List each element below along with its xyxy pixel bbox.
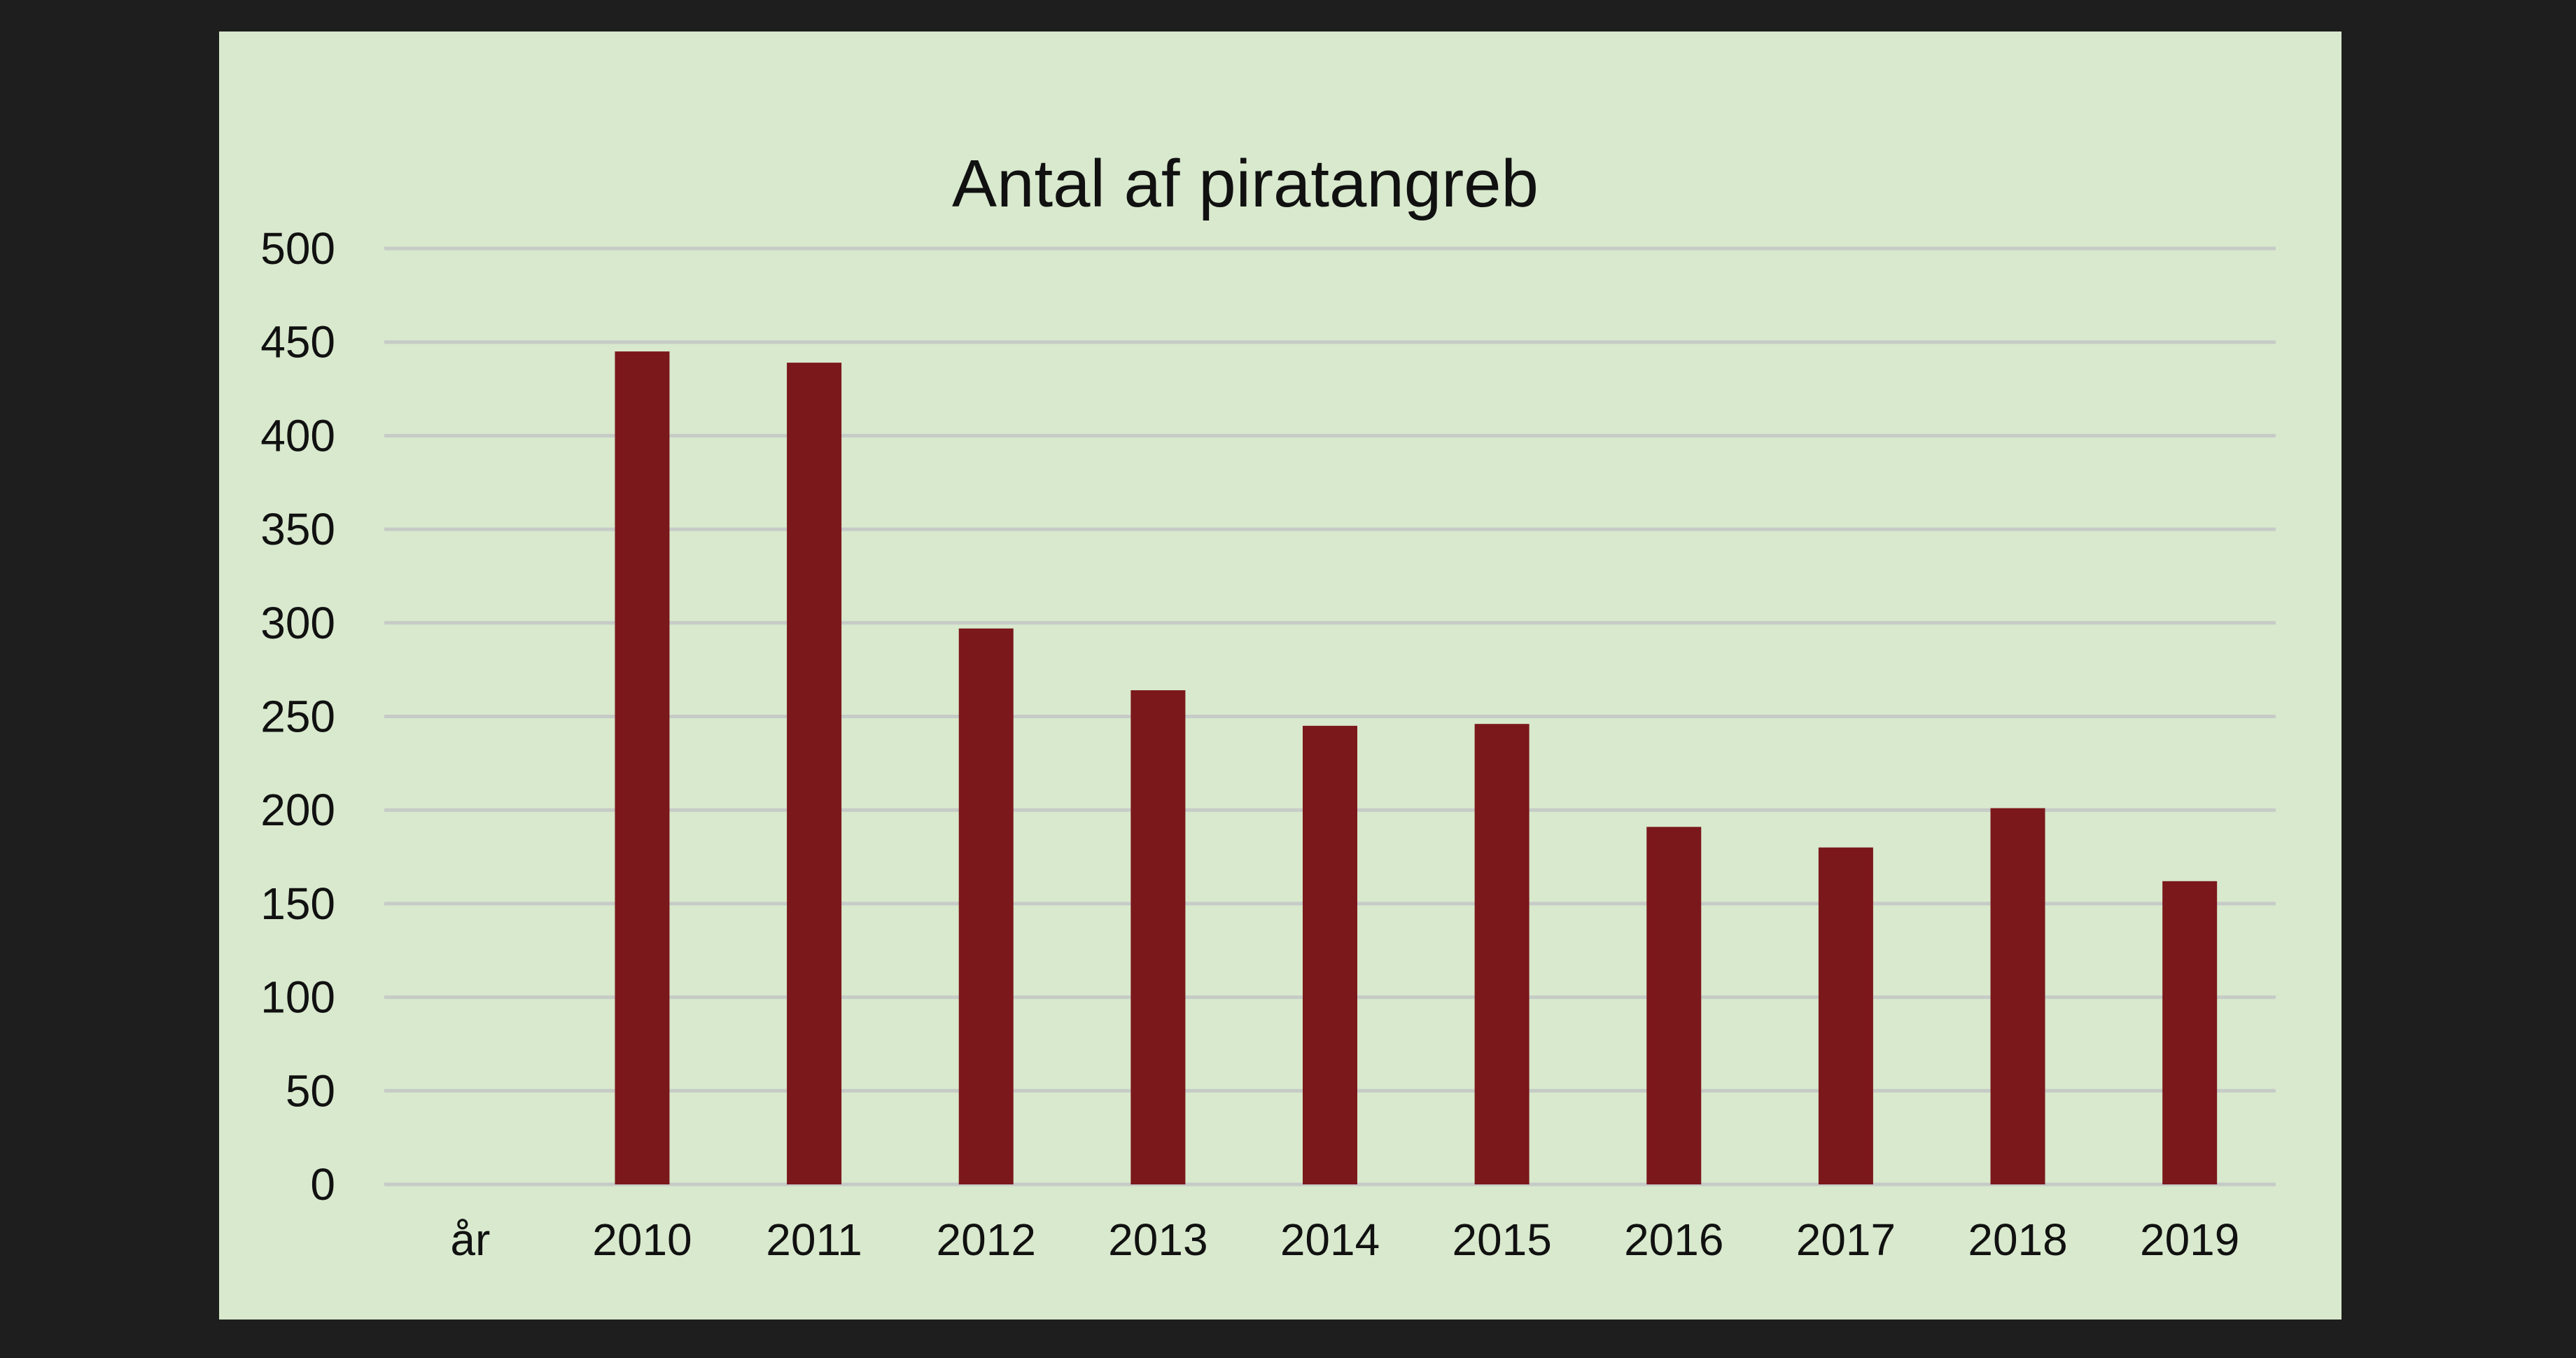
bar-2015 xyxy=(1474,724,1530,1184)
bar-2019 xyxy=(2162,881,2218,1184)
x-tick-label: år xyxy=(450,1214,490,1265)
y-tick-label: 200 xyxy=(260,785,335,835)
x-tick-label: 2019 xyxy=(2140,1214,2239,1265)
bar-2011 xyxy=(787,363,842,1184)
y-tick-label: 450 xyxy=(260,317,335,368)
x-tick-label: 2018 xyxy=(1968,1214,2067,1265)
x-tick-label: 2017 xyxy=(1796,1214,1896,1265)
x-axis-ticks: år 2010 2011 2012 2013 2014 2015 2016 2017 2018 20… xyxy=(450,1214,2239,1265)
bar-chart: Antal af piratangreb 0 50 100 150 200 250 300 3… xyxy=(260,146,2276,1265)
x-tick-label: 2013 xyxy=(1108,1214,1208,1265)
y-tick-label: 0 xyxy=(310,1159,335,1210)
x-tick-label: 2015 xyxy=(1452,1214,1551,1265)
bar-2016 xyxy=(1646,827,1702,1184)
bar-2014 xyxy=(1303,725,1357,1184)
x-tick-label: 2011 xyxy=(766,1214,862,1265)
x-tick-label: 2016 xyxy=(1624,1214,1723,1265)
bar-2013 xyxy=(1130,690,1186,1184)
x-tick-label: 2012 xyxy=(937,1214,1036,1265)
y-tick-label: 500 xyxy=(260,223,335,274)
chart-title: Antal af piratangreb xyxy=(952,146,1539,221)
y-tick-label: 250 xyxy=(260,692,335,742)
bars xyxy=(615,351,2218,1184)
x-tick-label: 2010 xyxy=(592,1214,692,1265)
y-tick-label: 50 xyxy=(286,1065,335,1116)
x-tick-label: 2014 xyxy=(1280,1214,1380,1265)
bar-2018 xyxy=(1990,808,2045,1184)
y-tick-label: 400 xyxy=(260,410,335,461)
y-tick-label: 100 xyxy=(260,972,335,1023)
y-tick-label: 300 xyxy=(260,598,335,648)
bar-2012 xyxy=(958,628,1014,1184)
chart-panel: Antal af piratangreb 0 50 100 150 200 250 300 3… xyxy=(219,31,2342,1320)
y-tick-label: 350 xyxy=(260,504,335,554)
y-tick-label: 150 xyxy=(260,878,335,929)
bar-2017 xyxy=(1818,847,1873,1184)
bar-2010 xyxy=(615,351,670,1184)
y-axis-ticks: 0 50 100 150 200 250 300 350 400 450 500 xyxy=(260,223,335,1210)
